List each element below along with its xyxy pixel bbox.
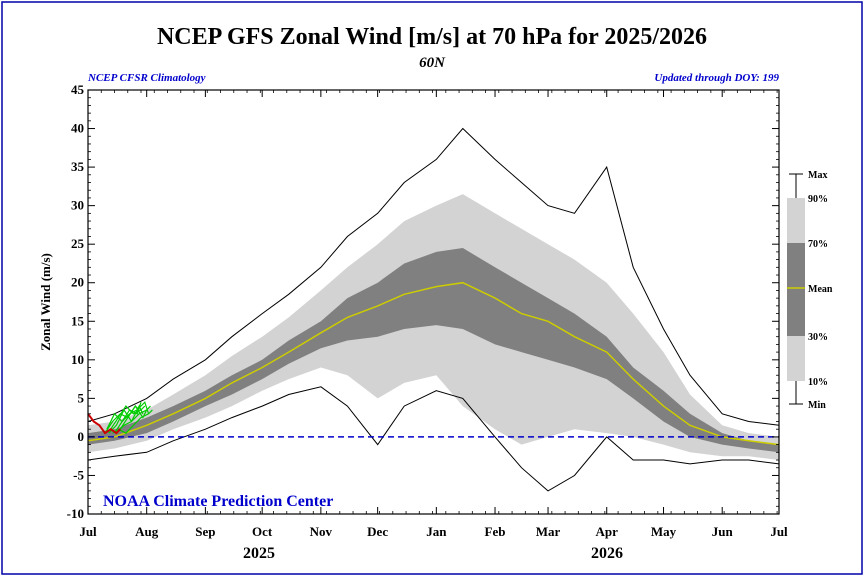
climatology-note: NCEP CFSR Climatology	[87, 72, 206, 84]
y-tick-label: 30	[71, 198, 84, 213]
x-tick-label: Nov	[310, 524, 333, 539]
x-tick-label: Jun	[712, 524, 734, 539]
legend-label: 90%	[808, 194, 828, 205]
x-tick-label: Feb	[485, 524, 506, 539]
mean-line	[87, 281, 780, 446]
updated-note: Updated through DOY: 199	[654, 72, 779, 84]
legend-label: Max	[808, 170, 827, 181]
legend-label: 10%	[808, 377, 828, 388]
y-tick-label: 15	[71, 313, 85, 328]
x-tick-label: Jul	[770, 524, 788, 539]
x-tick-label: Jul	[79, 524, 97, 539]
x-tick-label: Oct	[252, 524, 273, 539]
climatology-lines	[87, 127, 780, 492]
x-tick-label: Sep	[195, 524, 215, 539]
y-axis-label: Zonal Wind (m/s)	[38, 253, 53, 351]
band-10-90	[88, 194, 779, 460]
credit-label: NOAA Climate Prediction Center	[103, 493, 333, 510]
plot-border	[87, 89, 780, 515]
forecast-line-4	[110, 405, 146, 430]
forecast-line-6	[113, 401, 150, 434]
x-axis: Jul Aug Sep Oct Nov Dec Jan Feb Mar Apr May Jun Jul	[79, 90, 788, 539]
observed-line	[87, 413, 121, 435]
legend-label: 70%	[808, 239, 828, 250]
y-tick-label: 40	[71, 121, 84, 136]
chart-title: NCEP GFS Zonal Wind [m/s] at 70 hPa for …	[157, 24, 707, 50]
x-tick-label: Aug	[135, 524, 159, 539]
year-label-2026: 2026	[591, 545, 623, 562]
y-tick-label: 35	[71, 159, 85, 174]
legend-label: Mean	[808, 284, 833, 295]
x-tick-label: Mar	[536, 524, 561, 539]
legend-label: 30%	[808, 332, 828, 343]
chart-subtitle: 60N	[419, 55, 446, 71]
x-tick-label: May	[651, 524, 677, 539]
year-label-2025: 2025	[243, 545, 275, 562]
legend: Max 90% 70% Mean 30% 10% Min	[787, 170, 833, 411]
y-tick-label: 25	[71, 236, 85, 251]
min-line	[87, 386, 780, 492]
x-tick-label: Dec	[367, 524, 388, 539]
observed-line-path	[87, 413, 121, 435]
y-tick-label: 5	[78, 390, 85, 405]
forecast-line-7	[115, 405, 151, 434]
y-tick-label: 20	[71, 275, 84, 290]
y-tick-label: 10	[71, 352, 84, 367]
y-tick-label: 0	[78, 429, 85, 444]
y-tick-label: 45	[71, 82, 85, 97]
x-tick-label: Jan	[426, 524, 447, 539]
y-tick-label: -5	[73, 467, 84, 482]
y-tick-label: -10	[67, 506, 84, 521]
x-tick-label: Apr	[596, 524, 619, 539]
legend-inner-band	[787, 243, 805, 336]
legend-label: Min	[808, 400, 826, 411]
forecast-line-8	[118, 409, 153, 434]
y-axis: -10 -5 0 5 10 15 20 25 30 35 40 45	[67, 82, 779, 521]
max-line	[87, 127, 780, 426]
